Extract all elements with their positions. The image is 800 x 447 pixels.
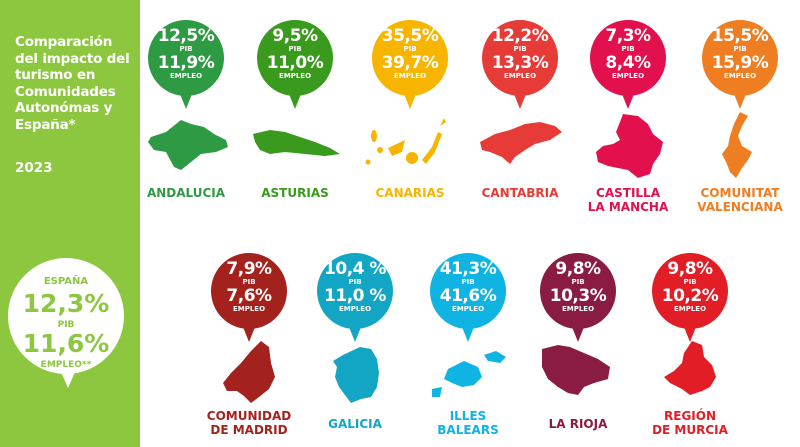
murcia-map-icon bbox=[664, 341, 716, 395]
region-comunitat-valenciana: 15,5% PIB 15,9% EMPLEO COMUNITAT VALENCIA… bbox=[680, 20, 800, 214]
pib-value: 9,8% bbox=[555, 259, 601, 279]
spain-pib-label: PIB bbox=[57, 320, 75, 330]
empleo-label: EMPLEO bbox=[393, 72, 427, 80]
region-name: REGIÓN DE MURCIA bbox=[652, 409, 728, 437]
empleo-label: EMPLEO bbox=[673, 305, 707, 313]
sidebar: Comparación del impacto del turismo en C… bbox=[0, 0, 140, 447]
andalucia-map-icon bbox=[148, 120, 228, 170]
pib-label: PIB bbox=[461, 278, 475, 286]
empleo-label: EMPLEO bbox=[503, 72, 537, 80]
region-name: CANARIAS bbox=[375, 186, 445, 200]
pib-value: 10,4 % bbox=[324, 259, 386, 279]
pib-label: PIB bbox=[733, 45, 747, 53]
region-andalucia: 12,5% PIB 11,9% EMPLEO ANDALUCIA bbox=[126, 20, 246, 210]
pib-label: PIB bbox=[288, 45, 302, 53]
empleo-value: 10,2% bbox=[661, 286, 719, 306]
asturias-map-icon bbox=[253, 130, 340, 156]
region-name: COMUNIDAD DE MADRID bbox=[206, 409, 292, 437]
empleo-value: 39,7% bbox=[381, 53, 439, 73]
pib-label: PIB bbox=[242, 278, 256, 286]
spain-label: ESPAÑA bbox=[43, 276, 89, 287]
empleo-value: 11,0 % bbox=[324, 286, 386, 306]
stat-bubble: 9,5% PIB 11,0% EMPLEO bbox=[257, 20, 333, 109]
empleo-value: 10,3% bbox=[549, 286, 607, 306]
region-name: CASTILLA LA MANCHA bbox=[587, 186, 669, 214]
region-comunidad-de-madrid: 7,9% PIB 7,6% EMPLEO COMUNIDAD DE MADRID bbox=[189, 253, 309, 443]
region-name: LA RIOJA bbox=[548, 417, 608, 431]
empleo-label: EMPLEO bbox=[451, 305, 485, 313]
stat-bubble: 9,8% PIB 10,3% EMPLEO bbox=[540, 253, 616, 342]
region-name: CANTABRIA bbox=[481, 186, 559, 200]
canarias-map-icon bbox=[365, 118, 446, 165]
pib-value: 7,9% bbox=[226, 259, 272, 279]
spain-pib-value: 12,3% bbox=[22, 289, 110, 318]
pib-value: 41,3% bbox=[439, 259, 497, 279]
illes-balears-map-icon bbox=[432, 351, 506, 397]
stat-bubble: 41,3% PIB 41,6% EMPLEO bbox=[430, 253, 506, 342]
stat-bubble: 35,5% PIB 39,7% EMPLEO bbox=[372, 20, 448, 109]
pib-label: PIB bbox=[513, 45, 527, 53]
cantabria-map-icon bbox=[480, 122, 562, 164]
pib-value: 15,5% bbox=[711, 26, 769, 46]
region-name: ANDALUCIA bbox=[146, 186, 226, 200]
empleo-label: EMPLEO bbox=[169, 72, 203, 80]
empleo-value: 13,3% bbox=[491, 53, 549, 73]
pib-label: PIB bbox=[403, 45, 417, 53]
galicia-map-icon bbox=[333, 347, 379, 403]
stat-bubble: 7,3% PIB 8,4% EMPLEO bbox=[590, 20, 666, 109]
region-cantabria: 12,2% PIB 13,3% EMPLEO CANTABRIA bbox=[460, 20, 580, 210]
pib-label: PIB bbox=[348, 278, 362, 286]
stat-bubble: 10,4 % PIB 11,0 % EMPLEO bbox=[317, 253, 393, 342]
pib-value: 9,8% bbox=[667, 259, 713, 279]
pib-value: 12,5% bbox=[157, 26, 215, 46]
empleo-value: 8,4% bbox=[605, 53, 651, 73]
empleo-value: 11,9% bbox=[157, 53, 215, 73]
empleo-label: EMPLEO bbox=[278, 72, 312, 80]
empleo-label: EMPLEO bbox=[611, 72, 645, 80]
stat-bubble: 9,8% PIB 10,2% EMPLEO bbox=[652, 253, 728, 342]
pib-value: 9,5% bbox=[272, 26, 318, 46]
infographic-title: Comparación del impacto del turismo en C… bbox=[15, 34, 130, 133]
comunitat-valenciana-map-icon bbox=[722, 112, 752, 178]
spain-empleo-value: 11,6% bbox=[22, 329, 110, 358]
empleo-label: EMPLEO bbox=[232, 305, 266, 313]
pib-label: PIB bbox=[571, 278, 585, 286]
region-canarias: 35,5% PIB 39,7% EMPLEO CANARIAS bbox=[350, 20, 470, 210]
region-name: ILLES BALEARS bbox=[437, 409, 499, 437]
spain-empleo-label: EMPLEO** bbox=[40, 360, 92, 370]
region-galicia: 10,4 % PIB 11,0 % EMPLEO GALICIA bbox=[295, 253, 415, 443]
pib-value: 12,2% bbox=[491, 26, 549, 46]
region-illes-balears: 41,3% PIB 41,6% EMPLEO ILLES BALEARS bbox=[408, 253, 528, 443]
empleo-label: EMPLEO bbox=[723, 72, 757, 80]
pib-value: 7,3% bbox=[605, 26, 651, 46]
empleo-value: 7,6% bbox=[226, 286, 272, 306]
pib-label: PIB bbox=[621, 45, 635, 53]
stat-bubble: 12,2% PIB 13,3% EMPLEO bbox=[482, 20, 558, 109]
region-name: ASTURIAS bbox=[261, 186, 329, 200]
spain-bubble: ESPAÑA 12,3% PIB 11,6% EMPLEO** bbox=[8, 258, 124, 388]
pib-label: PIB bbox=[683, 278, 697, 286]
castilla-la-mancha-map-icon bbox=[596, 114, 663, 178]
empleo-value: 11,0% bbox=[266, 53, 324, 73]
empleo-label: EMPLEO bbox=[561, 305, 595, 313]
la-rioja-map-icon bbox=[542, 345, 610, 395]
madrid-map-icon bbox=[223, 341, 275, 403]
region-asturias: 9,5% PIB 11,0% EMPLEO ASTURIAS bbox=[235, 20, 355, 210]
year-label: 2023 bbox=[15, 160, 53, 176]
pib-label: PIB bbox=[179, 45, 193, 53]
stat-bubble: 12,5% PIB 11,9% EMPLEO bbox=[148, 20, 224, 109]
pib-value: 35,5% bbox=[381, 26, 439, 46]
stat-bubble: 7,9% PIB 7,6% EMPLEO bbox=[211, 253, 287, 342]
region-name: GALICIA bbox=[328, 417, 382, 431]
empleo-label: EMPLEO bbox=[338, 305, 372, 313]
empleo-value: 15,9% bbox=[711, 53, 769, 73]
empleo-value: 41,6% bbox=[439, 286, 497, 306]
region-la-rioja: 9,8% PIB 10,3% EMPLEO LA RIOJA bbox=[518, 253, 638, 443]
region-name: COMUNITAT VALENCIANA bbox=[697, 186, 783, 214]
region-region-de-murcia: 9,8% PIB 10,2% EMPLEO REGIÓN DE MURCIA bbox=[630, 253, 750, 443]
stat-bubble: 15,5% PIB 15,9% EMPLEO bbox=[702, 20, 778, 109]
region-castilla-la-mancha: 7,3% PIB 8,4% EMPLEO CASTILLA LA MANCHA bbox=[568, 20, 688, 214]
